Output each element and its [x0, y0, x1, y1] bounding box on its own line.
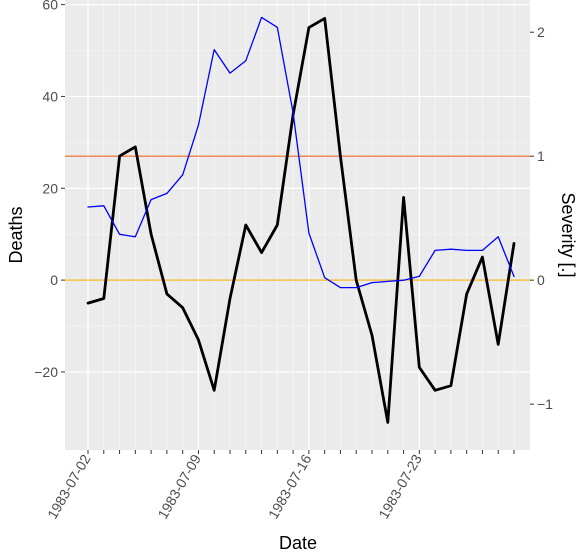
y-left-tick-label: 20 — [42, 180, 58, 196]
y-axis-left-title: Deaths — [6, 206, 26, 263]
series-lines — [86, 16, 516, 424]
x-axis: 1983-07-02 1983-07-09 1983-07-16 1983-07-23 — [44, 450, 515, 522]
x-tick-label: 1983-07-02 — [44, 451, 94, 521]
y-right-tick-label: 1 — [537, 148, 545, 164]
x-tick-label: 1983-07-09 — [154, 451, 204, 521]
y-axis-right-title: Severity [.] — [558, 192, 577, 277]
reference-lines — [65, 155, 530, 281]
y-axis-right: −1 0 1 2 — [530, 24, 553, 412]
x-tick-label: 1983-07-16 — [265, 451, 315, 521]
series-line-deaths — [86, 16, 516, 424]
y-left-tick-label: 0 — [50, 272, 58, 288]
x-axis-title: Date — [279, 533, 317, 553]
y-left-tick-label: −20 — [34, 364, 58, 380]
y-right-tick-label: −1 — [537, 396, 553, 412]
y-right-tick-label: 0 — [537, 272, 545, 288]
y-axis-left: −20 0 20 40 60 — [34, 0, 65, 380]
plot-panel — [65, 0, 530, 450]
series-line-severity — [87, 16, 515, 289]
y-right-tick-label: 2 — [537, 24, 545, 40]
y-left-tick-label: 60 — [42, 0, 58, 13]
y-left-tick-label: 40 — [42, 88, 58, 104]
x-tick-label: 1983-07-23 — [375, 451, 425, 521]
